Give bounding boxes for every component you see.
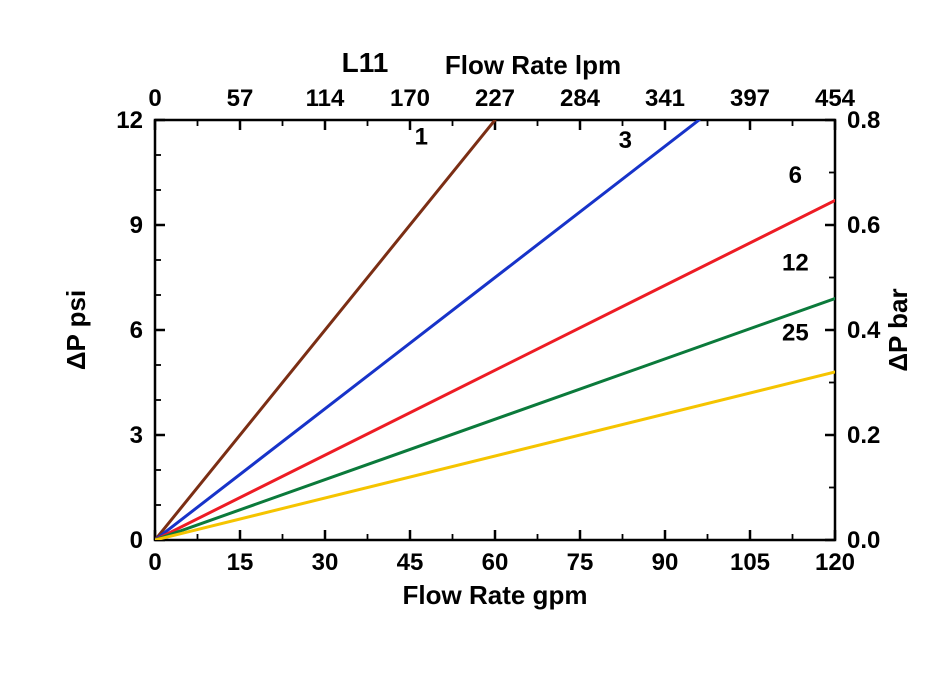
y-right-title: ΔP bar xyxy=(883,288,913,371)
series-label: 6 xyxy=(789,162,802,189)
x-top-tick-label: 284 xyxy=(560,85,601,112)
x-bottom-tick-label: 0 xyxy=(148,549,161,576)
x-bottom-tick-label: 45 xyxy=(397,549,424,576)
series-line xyxy=(155,120,495,540)
series-label: 3 xyxy=(619,127,632,154)
series-label: 1 xyxy=(415,124,428,151)
y-left-tick-label: 12 xyxy=(116,107,143,134)
y-right-tick-label: 0.0 xyxy=(847,527,880,554)
x-top-tick-label: 0 xyxy=(148,85,161,112)
y-right-tick-label: 0.4 xyxy=(847,317,881,344)
x-top-title: Flow Rate lpm xyxy=(445,50,621,80)
series-line xyxy=(155,299,835,541)
series-label: 25 xyxy=(782,320,809,347)
y-left-tick-label: 3 xyxy=(130,422,143,449)
x-bottom-tick-label: 105 xyxy=(730,549,770,576)
x-bottom-title: Flow Rate gpm xyxy=(403,580,588,610)
x-bottom-tick-label: 75 xyxy=(567,549,594,576)
x-bottom-tick-label: 60 xyxy=(482,549,509,576)
model-label: L11 xyxy=(342,47,389,78)
series-label: 12 xyxy=(782,250,809,277)
y-right-tick-label: 0.2 xyxy=(847,422,880,449)
y-left-tick-label: 9 xyxy=(130,212,143,239)
pressure-flow-chart: 0153045607590105120Flow Rate gpm05711417… xyxy=(0,0,932,678)
y-left-tick-label: 0 xyxy=(130,527,143,554)
x-top-tick-label: 227 xyxy=(475,85,515,112)
x-top-tick-label: 170 xyxy=(390,85,430,112)
x-bottom-tick-label: 90 xyxy=(652,549,679,576)
plot-border xyxy=(155,120,835,540)
x-top-tick-label: 397 xyxy=(730,85,770,112)
series-line xyxy=(155,372,835,540)
y-left-title: ΔP psi xyxy=(61,290,91,370)
y-right-tick-label: 0.8 xyxy=(847,107,880,134)
x-top-tick-label: 341 xyxy=(645,85,685,112)
y-right-tick-label: 0.6 xyxy=(847,212,880,239)
x-top-tick-label: 114 xyxy=(306,85,345,112)
series-line xyxy=(155,120,699,540)
y-left-tick-label: 6 xyxy=(130,317,143,344)
series-line xyxy=(155,201,835,541)
x-bottom-tick-label: 15 xyxy=(227,549,254,576)
x-top-tick-label: 57 xyxy=(227,85,254,112)
x-bottom-tick-label: 30 xyxy=(312,549,339,576)
